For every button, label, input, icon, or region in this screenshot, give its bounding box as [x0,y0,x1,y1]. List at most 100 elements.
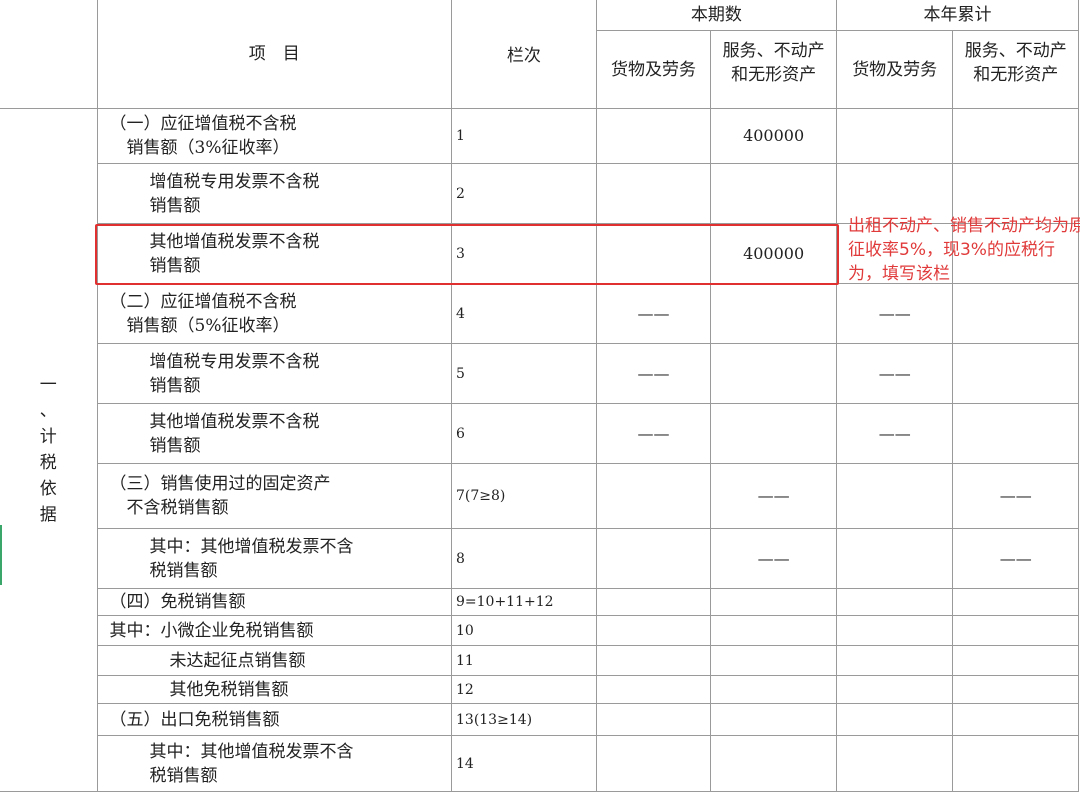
ytd-goods[interactable] [835,223,954,284]
ytd-services[interactable] [952,735,1079,792]
current-goods[interactable] [595,675,712,704]
row-line-no: 8 [451,528,597,589]
current-goods[interactable]: —— [595,403,712,464]
ytd-goods[interactable] [835,645,954,676]
current-goods[interactable] [595,108,712,164]
row-item: 其中：其他增值税发票不含 税销售额 [96,528,453,589]
ytd-goods[interactable] [835,528,954,589]
table-row: （四）免税销售额 9=10+11+12 [0,588,1079,616]
row-line-no: 1 [451,108,597,164]
ytd-goods[interactable] [835,703,954,736]
green-edge-marker [0,525,2,585]
ytd-goods[interactable] [835,735,954,792]
ytd-services[interactable]: —— [952,463,1079,529]
table-row: （二）应征增值税不含税 销售额（5%征收率） 4 —— —— [0,283,1079,344]
table-row: 增值税专用发票不含税 销售额 2 [0,163,1079,224]
annotation-note: 出租不动产、销售不动产均为原征收率5%，现3%的应税行为，填写该栏 [848,216,1080,284]
current-services[interactable] [710,588,837,616]
current-services[interactable] [710,283,837,344]
ytd-services[interactable] [952,615,1079,646]
ytd-services[interactable] [952,343,1079,404]
current-services[interactable]: 400000 [710,223,837,284]
table-row: 其中：其他增值税发票不含 税销售额 8 —— —— [0,528,1079,589]
row-item: 其他增值税发票不含税 销售额 [96,403,453,464]
table-row: 其他增值税发票不含税 销售额 6 —— —— [0,403,1079,464]
row-line-no: 3 [451,223,597,284]
row-item: 其中：小微企业免税销售额 [96,615,453,646]
row-line-no: 11 [451,645,597,676]
row-line-no: 14 [451,735,597,792]
header-services-ytd: 服务、不动产 和无形资产 [952,30,1079,109]
table-row: 其中：小微企业免税销售额 10 [0,615,1079,646]
row-line-no: 7(7≥8) [451,463,597,529]
table-row: 一、计税依据 （一）应征增值税不含税 销售额（3%征收率） 1 400000 [0,108,1079,792]
current-goods[interactable] [595,163,712,224]
current-goods[interactable] [595,615,712,646]
ytd-services[interactable] [952,283,1079,344]
row-item: （五）出口免税销售额 [96,703,453,736]
current-services[interactable] [710,645,837,676]
ytd-services[interactable] [952,675,1079,704]
current-goods[interactable] [595,735,712,792]
row-item: 增值税专用发票不含税 销售额 [96,163,453,224]
current-services[interactable] [710,343,837,404]
current-goods[interactable] [595,588,712,616]
ytd-goods[interactable] [835,588,954,616]
current-goods[interactable] [595,463,712,529]
ytd-goods[interactable] [835,615,954,646]
row-line-no: 2 [451,163,597,224]
row-item: 未达起征点销售额 [96,645,453,676]
row-item: 其他免税销售额 [96,675,453,704]
ytd-goods[interactable] [835,675,954,704]
ytd-services[interactable] [952,108,1079,164]
current-services[interactable]: —— [710,463,837,529]
ytd-services[interactable] [952,403,1079,464]
row-item: （三）销售使用过的固定资产 不含税销售额 [96,463,453,529]
table-row: 增值税专用发票不含税 销售额 5 —— —— [0,343,1079,404]
table-row: 其中：其他增值税发票不含 税销售额 14 [0,735,1079,792]
current-services[interactable] [710,703,837,736]
row-line-no: 4 [451,283,597,344]
ytd-goods[interactable] [835,463,954,529]
ytd-goods[interactable]: —— [835,283,954,344]
header-item: 项 目 [96,0,453,109]
current-services[interactable] [710,615,837,646]
ytd-services[interactable] [952,223,1079,284]
ytd-services[interactable] [952,588,1079,616]
row-line-no: 13(13≥14) [451,703,597,736]
row-item: （二）应征增值税不含税 销售额（5%征收率） [96,283,453,344]
header-services: 服务、不动产 和无形资产 [710,30,837,109]
header-goods: 货物及劳务 [595,30,712,109]
row-item: 其中：其他增值税发票不含 税销售额 [96,735,453,792]
current-services[interactable]: —— [710,528,837,589]
table-row: （三）销售使用过的固定资产 不含税销售额 7(7≥8) —— —— [0,463,1079,529]
row-line-no: 9=10+11+12 [451,588,597,616]
current-services[interactable] [710,403,837,464]
current-services[interactable] [710,675,837,704]
row-item: （四）免税销售额 [96,588,453,616]
row-item: 增值税专用发票不含税 销售额 [96,343,453,404]
current-goods[interactable] [595,528,712,589]
ytd-services[interactable] [952,645,1079,676]
ytd-services[interactable] [952,703,1079,736]
current-services[interactable] [710,163,837,224]
current-goods[interactable] [595,703,712,736]
table-row: （五）出口免税销售额 13(13≥14) [0,703,1079,736]
header-current-period: 本期数 [595,0,837,31]
ytd-goods[interactable]: —— [835,343,954,404]
current-services[interactable] [710,735,837,792]
highlight-box [95,224,839,285]
current-goods[interactable]: —— [595,343,712,404]
ytd-goods[interactable] [835,108,954,164]
row-line-no: 10 [451,615,597,646]
ytd-goods[interactable]: —— [835,403,954,464]
row-line-no: 5 [451,343,597,404]
current-goods[interactable]: —— [595,283,712,344]
ytd-services[interactable]: —— [952,528,1079,589]
row-item: （一）应征增值税不含税 销售额（3%征收率） [96,108,453,164]
row-line-no: 12 [451,675,597,704]
current-services[interactable]: 400000 [710,108,837,164]
current-goods[interactable] [595,645,712,676]
row-line-no: 6 [451,403,597,464]
